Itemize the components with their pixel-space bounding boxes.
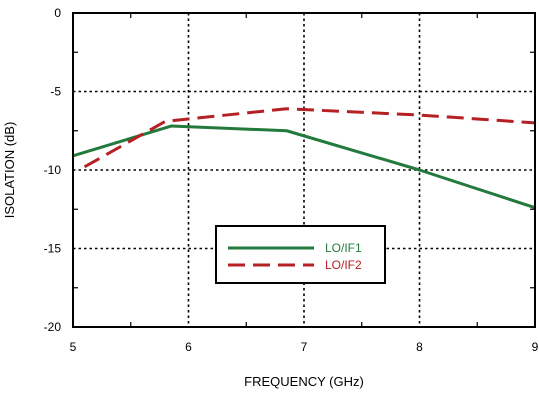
y-tick-label: -20	[44, 320, 62, 334]
x-axis-title: FREQUENCY (GHz)	[244, 374, 364, 389]
legend-box	[215, 225, 386, 284]
x-tick-label: 6	[185, 340, 192, 354]
series-line-lo-if2	[83, 107, 536, 169]
series-layer	[72, 107, 536, 210]
axis-ticks: 5 6 7 8 9 0 -5 -10 -15 -20	[44, 6, 539, 354]
x-tick-label: 9	[532, 340, 539, 354]
x-tick-label: 5	[70, 340, 77, 354]
x-tick-label: 7	[301, 340, 308, 354]
y-tick-label: -5	[50, 85, 61, 99]
plot-frame	[72, 12, 536, 328]
legend-label: LO/IF2	[325, 258, 362, 272]
y-tick-label: 0	[54, 6, 61, 20]
legend-label: LO/IF1	[325, 241, 362, 255]
y-tick-label: -10	[44, 163, 62, 177]
x-tick-label: 8	[416, 340, 423, 354]
y-tick-label: -15	[44, 242, 62, 256]
y-axis-title: ISOLATION (dB)	[2, 122, 17, 219]
legend: LO/IF1 LO/IF2	[215, 225, 386, 284]
